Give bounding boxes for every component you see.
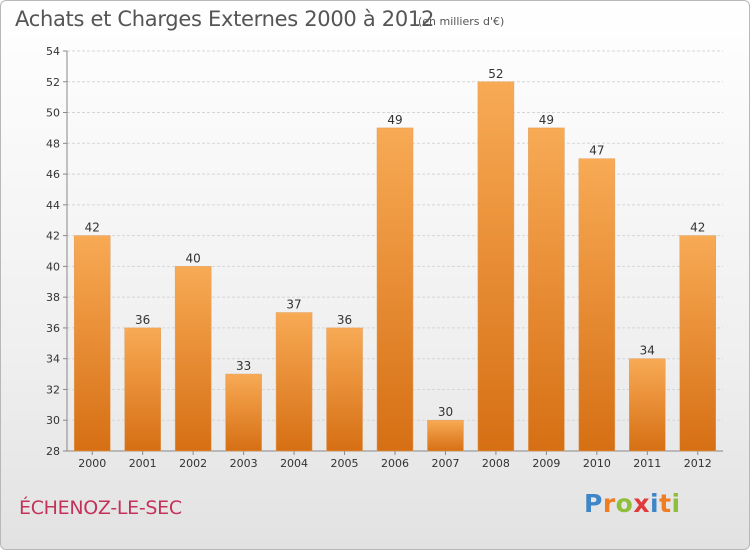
- y-tick-label: 30: [46, 414, 60, 427]
- data-label: 34: [640, 344, 655, 358]
- x-tick-label: 2008: [482, 457, 510, 470]
- brand-letter: x: [633, 489, 650, 518]
- y-tick-label: 38: [46, 291, 60, 304]
- brand-letter: i: [671, 489, 681, 518]
- data-label: 42: [690, 221, 705, 235]
- bar-2007: [427, 419, 464, 452]
- data-label: 47: [589, 144, 604, 158]
- brand-letter: r: [602, 489, 616, 518]
- data-label: 36: [337, 313, 352, 327]
- y-tick-label: 50: [46, 107, 60, 120]
- bar-2003: [225, 373, 262, 452]
- data-label: 40: [186, 251, 201, 265]
- y-tick-label: 40: [46, 260, 60, 273]
- x-tick-label: 2001: [129, 457, 157, 470]
- data-label: 33: [236, 359, 251, 373]
- y-tick-label: 42: [46, 230, 60, 243]
- y-tick-label: 46: [46, 168, 60, 181]
- y-tick-label: 48: [46, 137, 60, 150]
- bar-2009: [528, 127, 565, 452]
- data-label: 52: [488, 67, 503, 81]
- chart-title: Achats et Charges Externes 2000 à 2012: [15, 7, 435, 31]
- brand-letter: P: [584, 489, 603, 518]
- bar-2004: [275, 312, 313, 452]
- y-tick-label: 44: [46, 199, 60, 212]
- data-label: 30: [438, 405, 453, 419]
- bar-2002: [174, 266, 212, 452]
- x-tick-label: 2000: [78, 457, 106, 470]
- brand-logo: Proxiti: [584, 489, 681, 518]
- bar-2006: [376, 127, 414, 452]
- y-tick-label: 54: [46, 45, 60, 58]
- bar-2011: [629, 358, 666, 452]
- y-tick-label: 28: [46, 445, 60, 458]
- bar-2001: [124, 327, 161, 452]
- x-tick-label: 2011: [633, 457, 661, 470]
- brand-letter: t: [659, 489, 672, 518]
- x-tick-label: 2006: [381, 457, 409, 470]
- x-tick-label: 2003: [230, 457, 258, 470]
- axes: 28 30 32 34 36 38 40 42 44 46 48 50 52 54 2000 2001 2002…: [46, 45, 723, 470]
- data-label: 42: [85, 221, 100, 235]
- bar-2010: [578, 158, 616, 452]
- x-tick-label: 2004: [280, 457, 308, 470]
- commune-name: ÉCHENOZ-LE-SEC: [19, 497, 182, 519]
- x-tick-label: 2009: [532, 457, 560, 470]
- data-label: 36: [135, 313, 150, 327]
- data-label: 37: [286, 298, 301, 312]
- y-tick-label: 32: [46, 383, 60, 396]
- bar-2000: [73, 235, 111, 452]
- brand-letter: i: [650, 489, 660, 518]
- bar-2012: [679, 235, 717, 452]
- data-label: 49: [387, 113, 402, 127]
- bar-2005: [326, 327, 363, 452]
- brand-letter: o: [615, 489, 634, 518]
- x-tick-label: 2002: [179, 457, 207, 470]
- x-tick-label: 2010: [583, 457, 611, 470]
- x-tick-label: 2007: [431, 457, 459, 470]
- data-label: 49: [539, 113, 554, 127]
- bar-2008: [477, 81, 515, 452]
- bars: [73, 81, 717, 452]
- x-tick-label: 2005: [331, 457, 359, 470]
- y-tick-label: 34: [46, 353, 60, 366]
- y-tick-label: 52: [46, 76, 60, 89]
- x-tick-label: 2012: [684, 457, 712, 470]
- y-tick-label: 36: [46, 322, 60, 335]
- data-labels: 42 36 40 33 37 36 49 30 52 49 47 34 42: [85, 67, 706, 419]
- chart-unit-note: (en milliers d'€): [418, 15, 505, 28]
